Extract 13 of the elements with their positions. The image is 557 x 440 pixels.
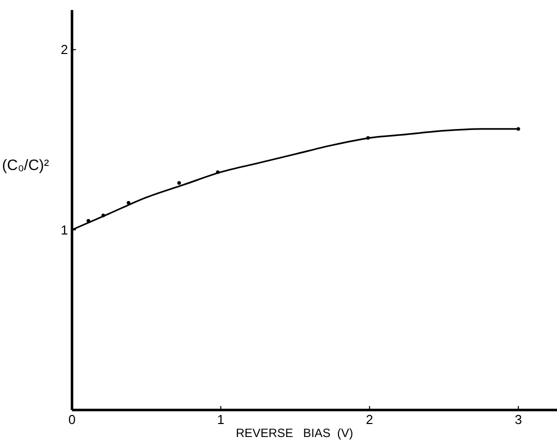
point	[86, 219, 90, 223]
x-tick-label: 0	[68, 412, 76, 427]
point	[216, 170, 220, 174]
point	[366, 136, 370, 140]
x-tick-label: 3	[514, 412, 522, 427]
x-tick-label: 2	[366, 412, 374, 427]
point	[516, 127, 520, 131]
point	[101, 214, 106, 218]
point	[177, 181, 181, 185]
x-axis-title: REVERSE BIAS (V)	[236, 426, 354, 440]
y-axis-title: (C₀/C)²	[2, 157, 50, 174]
x-tick-label: 1	[217, 412, 224, 427]
point	[126, 200, 130, 205]
